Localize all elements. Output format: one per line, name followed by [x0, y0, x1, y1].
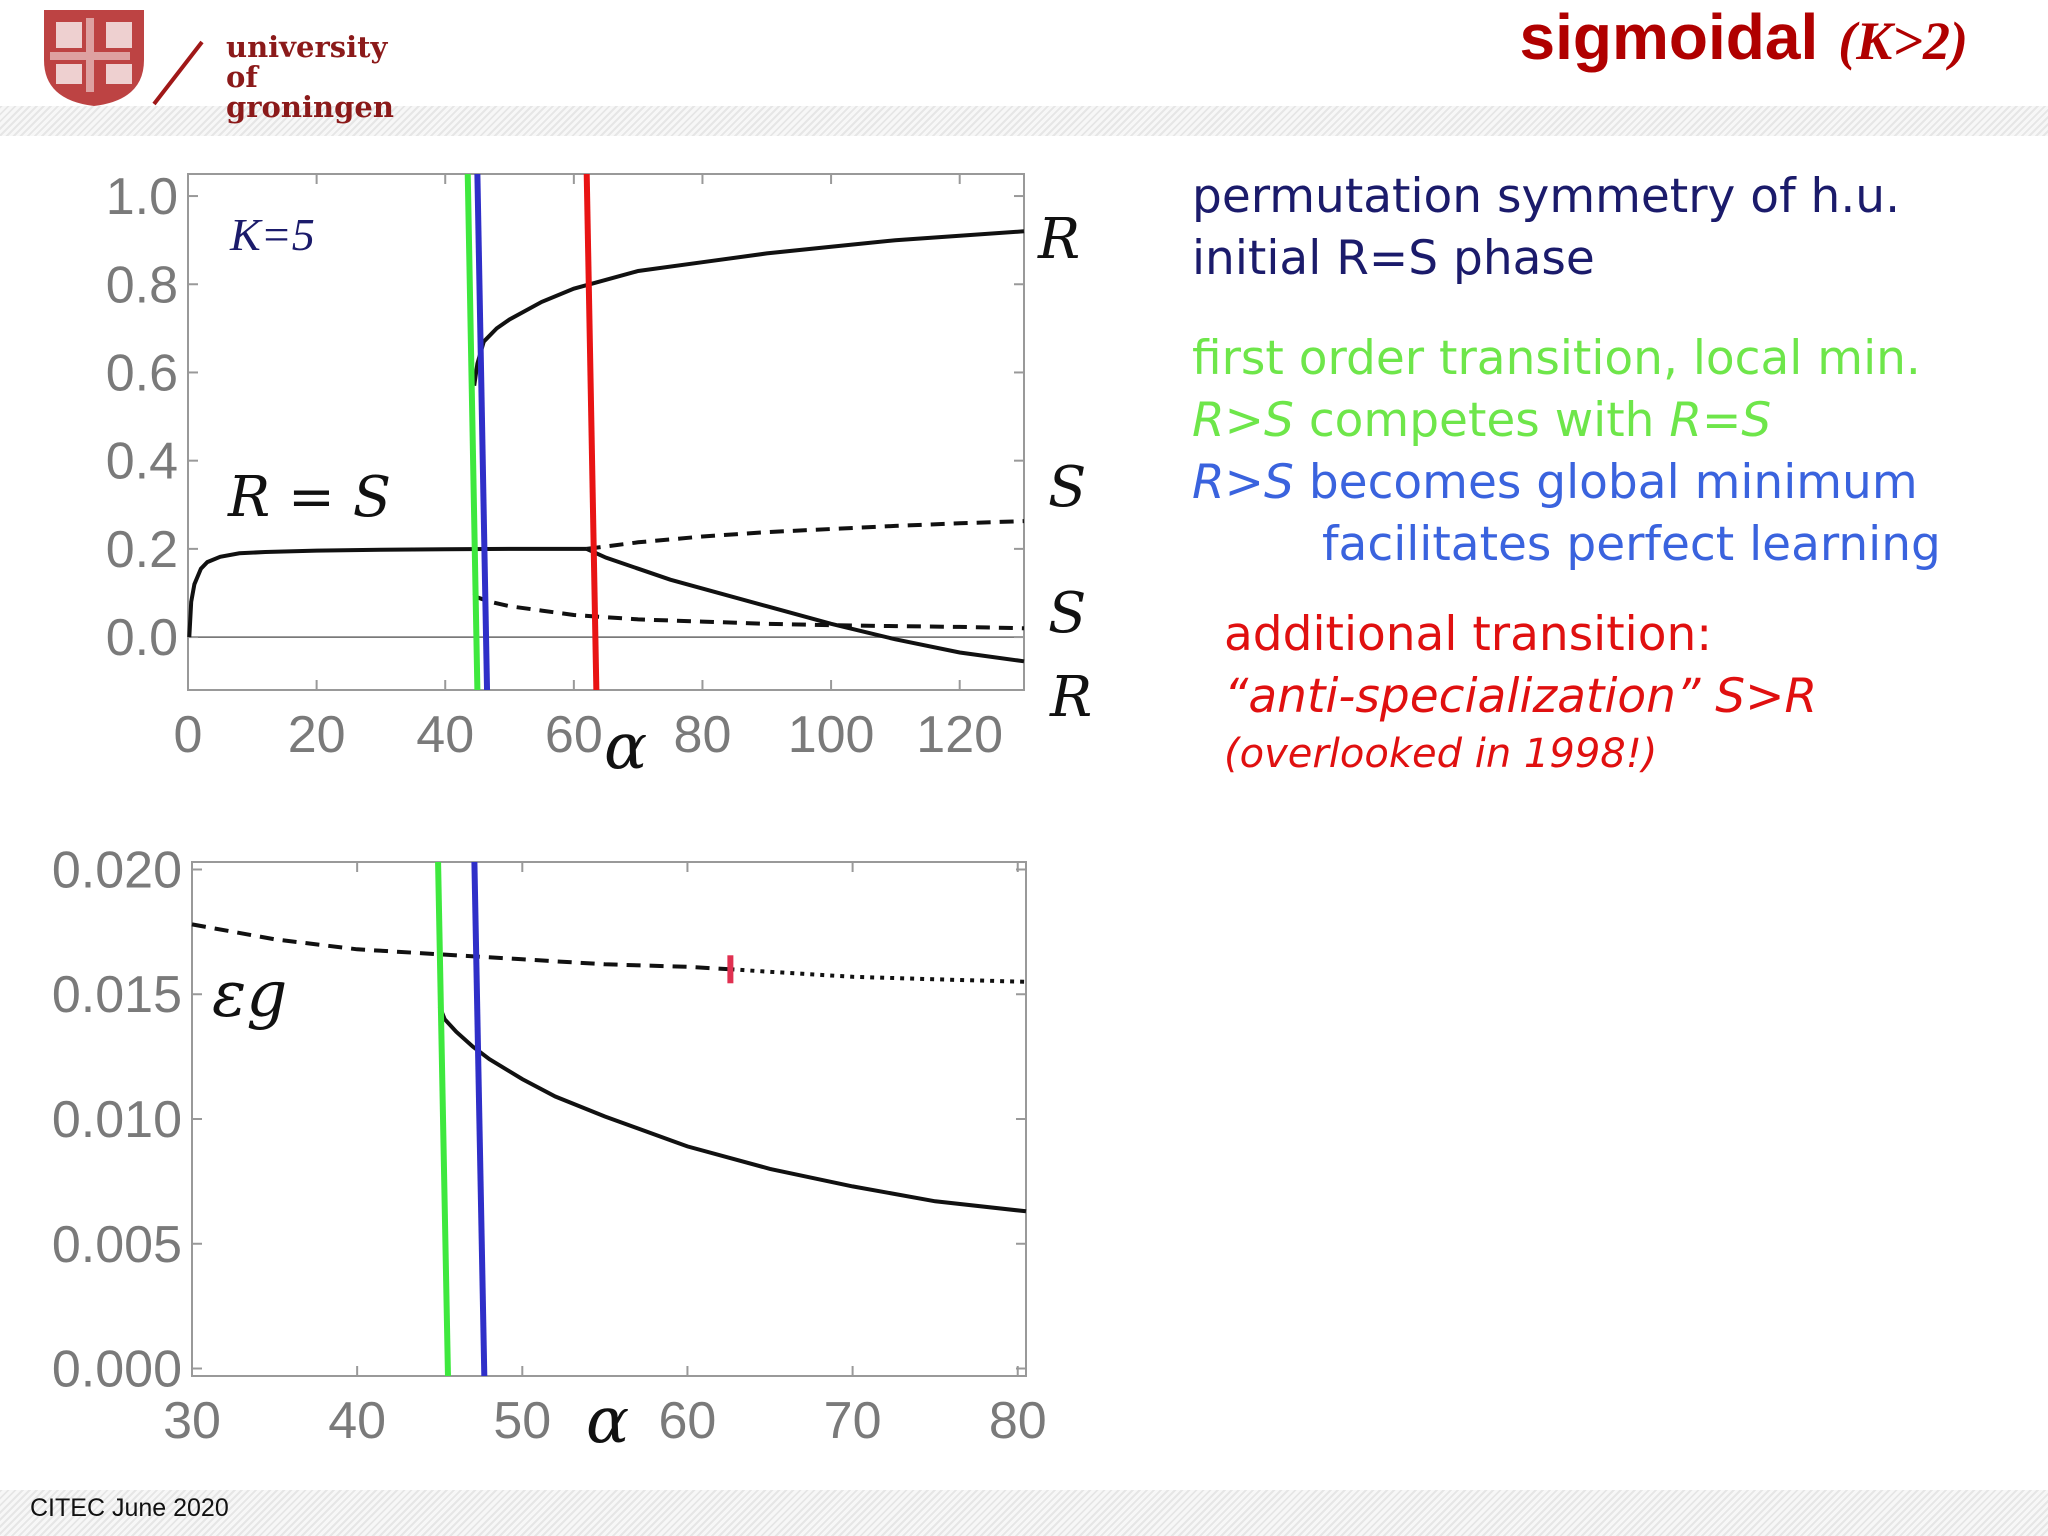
chart-0-label-s-lower: S: [1048, 581, 1086, 646]
logo-line-2: groningen: [226, 90, 394, 124]
footer-label: CITEC June 2020: [30, 1494, 229, 1522]
green-line-2-b: competes with: [1293, 393, 1670, 448]
chart-0-blue-transition-line: [474, 173, 491, 691]
shield-icon: [44, 10, 204, 106]
chart-0-xtick-label: 40: [416, 706, 474, 764]
red-line-2-a: “anti-specialization”: [1224, 669, 1716, 724]
chart-0-ytick-label: 0.8: [106, 256, 178, 314]
chart-1-xtick-label: 40: [328, 1392, 386, 1450]
chart-1-ytick-label: 0.000: [52, 1341, 182, 1399]
chart-0-xtick-label: 20: [288, 706, 346, 764]
chart-1-xtick-label: 60: [659, 1392, 717, 1450]
chart-0-green-transition-line: [464, 173, 481, 691]
chart-0-ytick-label: 0.0: [106, 609, 178, 667]
chart-1-xlabel: α: [586, 1384, 629, 1458]
chart-1-ytick-label: 0.005: [52, 1216, 182, 1274]
title-main: sigmoidal: [1519, 1, 1819, 73]
chart-0-xtick-label: 0: [174, 706, 203, 764]
green-line-2: R>S competes with R=S: [1192, 390, 2012, 452]
text-line-1: permutation symmetry of h.u.: [1192, 169, 1901, 224]
chart-0-ytick-label: 1.0: [106, 168, 178, 226]
red-line-3: (overlooked in 1998!): [1224, 731, 1658, 777]
red-line-2-b: S>R: [1715, 669, 1818, 724]
green-line-2-c: R=S: [1669, 393, 1772, 448]
blue-line-2: facilitates perfect learning: [1322, 517, 1941, 572]
chart-0-label-s-upper: S: [1048, 455, 1086, 520]
chart-0-frame: [187, 173, 1025, 691]
blue-line-1-a: R>S: [1192, 455, 1294, 510]
chart-1-xtick-label: 70: [824, 1392, 882, 1450]
explanation-text: permutation symmetry of h.u. initial R=S…: [1192, 166, 2012, 780]
chart-1-xtick-label: 80: [989, 1392, 1047, 1450]
chart-0-xtick-label: 80: [674, 706, 732, 764]
chart-0-label-r-equals-s: R = S: [227, 465, 391, 530]
chart-0-xtick-label: 60: [545, 706, 603, 764]
chart-0-red-transition-line: [583, 173, 600, 691]
chart-0-series-solid-line: [585, 547, 1025, 664]
chart-1-ytick-label: 0.015: [52, 966, 182, 1024]
chart-0-xtick-label: 100: [788, 706, 875, 764]
chart-1-series-solid-line: [437, 1005, 1027, 1214]
logo-text: university of groningen: [226, 32, 396, 122]
chart-1-ytick-label: 0.020: [52, 841, 182, 899]
chart-1-ylabel: εg: [212, 958, 287, 1032]
text-line-2: initial R=S phase: [1192, 231, 1595, 286]
blue-line-1-b: becomes global minimum: [1293, 455, 1918, 510]
chart-1-green-transition-line: [435, 861, 451, 1377]
chart-1-xtick-label: 30: [163, 1392, 221, 1450]
blue-line-1: R>S becomes global minimum: [1192, 452, 2012, 514]
chart-1-series-dotted-line: [730, 967, 1027, 984]
chart-1-blue-transition-line: [471, 861, 488, 1377]
chart-0-series-dashed-line: [586, 519, 1025, 551]
red-line-2: “anti-specialization” S>R: [1192, 666, 2012, 728]
chart-0-label-r-bottom: R: [1049, 665, 1092, 730]
chart-0-label-r-top: R: [1037, 207, 1080, 272]
chart-1-ytick-label: 0.010: [52, 1091, 182, 1149]
green-line-2-a: R>S: [1192, 393, 1294, 448]
slide-title: sigmoidal (K>2): [1520, 0, 1968, 80]
chart-0-ytick-label: 0.4: [106, 433, 178, 491]
chart-0-ytick-label: 0.6: [106, 344, 178, 402]
chart-0-series-solid-line: [472, 229, 1025, 386]
chart-0-series-dashed-line: [472, 591, 1025, 631]
title-sub: (K>2): [1838, 11, 1968, 71]
university-logo: university of groningen: [36, 8, 396, 122]
chart-1-xtick-label: 50: [493, 1392, 551, 1450]
chart-0-series-solid-line: [187, 546, 587, 638]
red-line-1: additional transition:: [1224, 607, 1713, 662]
logo-line-1: university of: [226, 30, 388, 94]
chart-1-series-dashed-line: [191, 922, 731, 972]
footer-band: [0, 1490, 2048, 1536]
chart-0-ytick-label: 0.2: [106, 521, 178, 579]
green-line-1: first order transition, local min.: [1192, 331, 1921, 386]
chart-0-k-annotation: K=5: [229, 209, 315, 260]
header-band: [0, 106, 2048, 136]
chart-0-xlabel: α: [604, 710, 647, 784]
chart-0-xtick-label: 120: [916, 706, 1003, 764]
